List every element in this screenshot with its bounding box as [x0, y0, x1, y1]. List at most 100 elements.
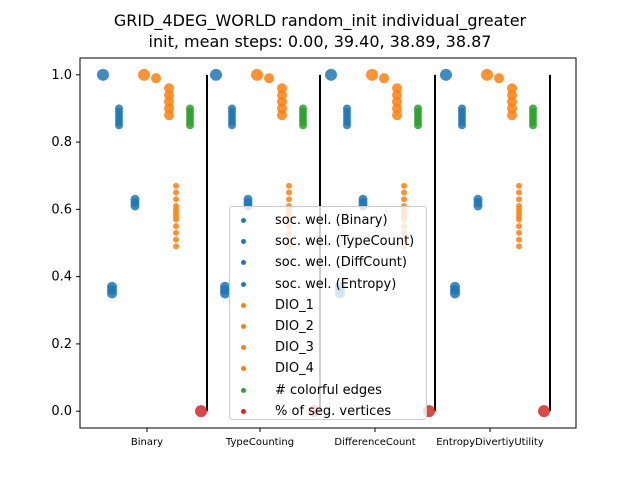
data-point [516, 196, 522, 203]
data-point [366, 68, 378, 81]
data-point [164, 83, 174, 94]
legend-marker [241, 218, 246, 224]
y-tick-label: 0.4 [51, 270, 72, 285]
data-point [97, 68, 109, 81]
x-axis: Binary TypeCounting DifferenceCount Entropy… [131, 428, 544, 448]
data-point [392, 83, 402, 94]
y-tick-label: 1.0 [51, 68, 72, 83]
legend-item: soc. wel. (TypeCount) [236, 231, 426, 252]
legend-marker [241, 366, 246, 372]
data-point [538, 405, 550, 418]
data-point [210, 68, 222, 81]
legend-label: % of seg. vertices [275, 403, 392, 419]
data-point [494, 73, 504, 84]
data-point [325, 68, 337, 81]
data-point [516, 236, 522, 243]
y-tick-label: 0.2 [51, 337, 72, 352]
x-tick-label: EntropyDivertiyUtility [436, 437, 544, 448]
legend-marker [241, 345, 246, 351]
data-point [173, 236, 179, 243]
data-point [107, 281, 117, 292]
data-point [401, 196, 407, 203]
data-point [173, 182, 179, 189]
data-point [516, 223, 522, 230]
data-point [228, 104, 236, 113]
data-point [243, 194, 253, 204]
data-point [343, 104, 351, 113]
y-tick-label: 0.0 [51, 404, 72, 419]
data-point [450, 281, 460, 292]
data-point [173, 189, 179, 196]
data-point [251, 68, 263, 81]
data-point [379, 73, 389, 84]
legend-item: DIO_1 [236, 295, 426, 316]
data-point [264, 73, 274, 84]
legend-item: # colorful edges [236, 380, 426, 401]
data-point [414, 104, 422, 113]
legend-label: soc. wel. (Entropy) [275, 276, 397, 292]
data-point [516, 189, 522, 196]
data-point [516, 243, 522, 250]
data-point [220, 281, 230, 292]
data-point [516, 203, 522, 209]
plot-frame [79, 57, 577, 429]
data-point [173, 229, 179, 236]
y-tick-label: 0.8 [51, 135, 72, 150]
data-point [138, 68, 150, 81]
legend-label: soc. wel. (Binary) [275, 213, 388, 229]
legend-item: soc. wel. (Binary) [236, 210, 426, 231]
legend-marker [241, 408, 246, 414]
legend-item: soc. wel. (DiffCount) [236, 252, 426, 273]
legend-marker [241, 281, 246, 287]
data-point [115, 104, 123, 113]
legend-label: DIO_2 [275, 319, 314, 335]
legend-item: DIO_2 [236, 316, 426, 337]
data-point [173, 203, 179, 209]
x-tick-label: TypeCounting [225, 437, 294, 448]
legend-marker [241, 324, 246, 330]
x-tick-label: DifferenceCount [334, 437, 415, 448]
data-point [358, 194, 368, 204]
y-tick-label: 0.6 [51, 202, 72, 217]
y-axis: 0.0 0.2 0.4 0.6 0.8 1.0 [51, 68, 80, 419]
data-point [130, 194, 140, 204]
data-point [186, 104, 194, 113]
legend-marker [241, 239, 246, 245]
legend-label: DIO_4 [275, 361, 314, 377]
x-tick-label: Binary [131, 437, 163, 448]
data-point [458, 104, 466, 113]
data-point [286, 196, 292, 203]
data-point [286, 182, 292, 189]
data-point [299, 104, 307, 113]
data-point [277, 83, 287, 94]
legend-item: soc. wel. (Entropy) [236, 274, 426, 295]
legend-label: DIO_3 [275, 340, 314, 356]
legend-item: % of seg. vertices [236, 401, 426, 422]
data-point [173, 243, 179, 250]
data-point [507, 83, 517, 94]
legend-marker [241, 387, 246, 393]
data-point [195, 405, 207, 418]
legend-marker [241, 260, 246, 266]
chart-title: GRID_4DEG_WORLD random_init individual_g… [0, 10, 640, 52]
data-point [151, 73, 161, 84]
data-point [516, 229, 522, 236]
data-point [529, 104, 537, 113]
legend-item: DIO_3 [236, 337, 426, 358]
data-point [473, 194, 483, 204]
plot-marks [97, 68, 551, 418]
chart-title-line-2: init, mean steps: 0.00, 39.40, 38.89, 38… [148, 32, 492, 51]
data-point [516, 182, 522, 189]
legend-marker [241, 302, 246, 308]
legend-item: DIO_4 [236, 358, 426, 379]
chart-legend: soc. wel. (Binary) soc. wel. (TypeCount) s… [229, 206, 427, 420]
legend-label: # colorful edges [275, 382, 382, 398]
data-point [440, 68, 452, 81]
data-point [401, 189, 407, 196]
legend-label: soc. wel. (DiffCount) [275, 255, 407, 271]
data-point [481, 68, 493, 81]
legend-label: DIO_1 [275, 297, 314, 313]
chart-title-line-1: GRID_4DEG_WORLD random_init individual_g… [113, 11, 527, 30]
data-point [286, 189, 292, 196]
legend-label: soc. wel. (TypeCount) [275, 234, 415, 250]
